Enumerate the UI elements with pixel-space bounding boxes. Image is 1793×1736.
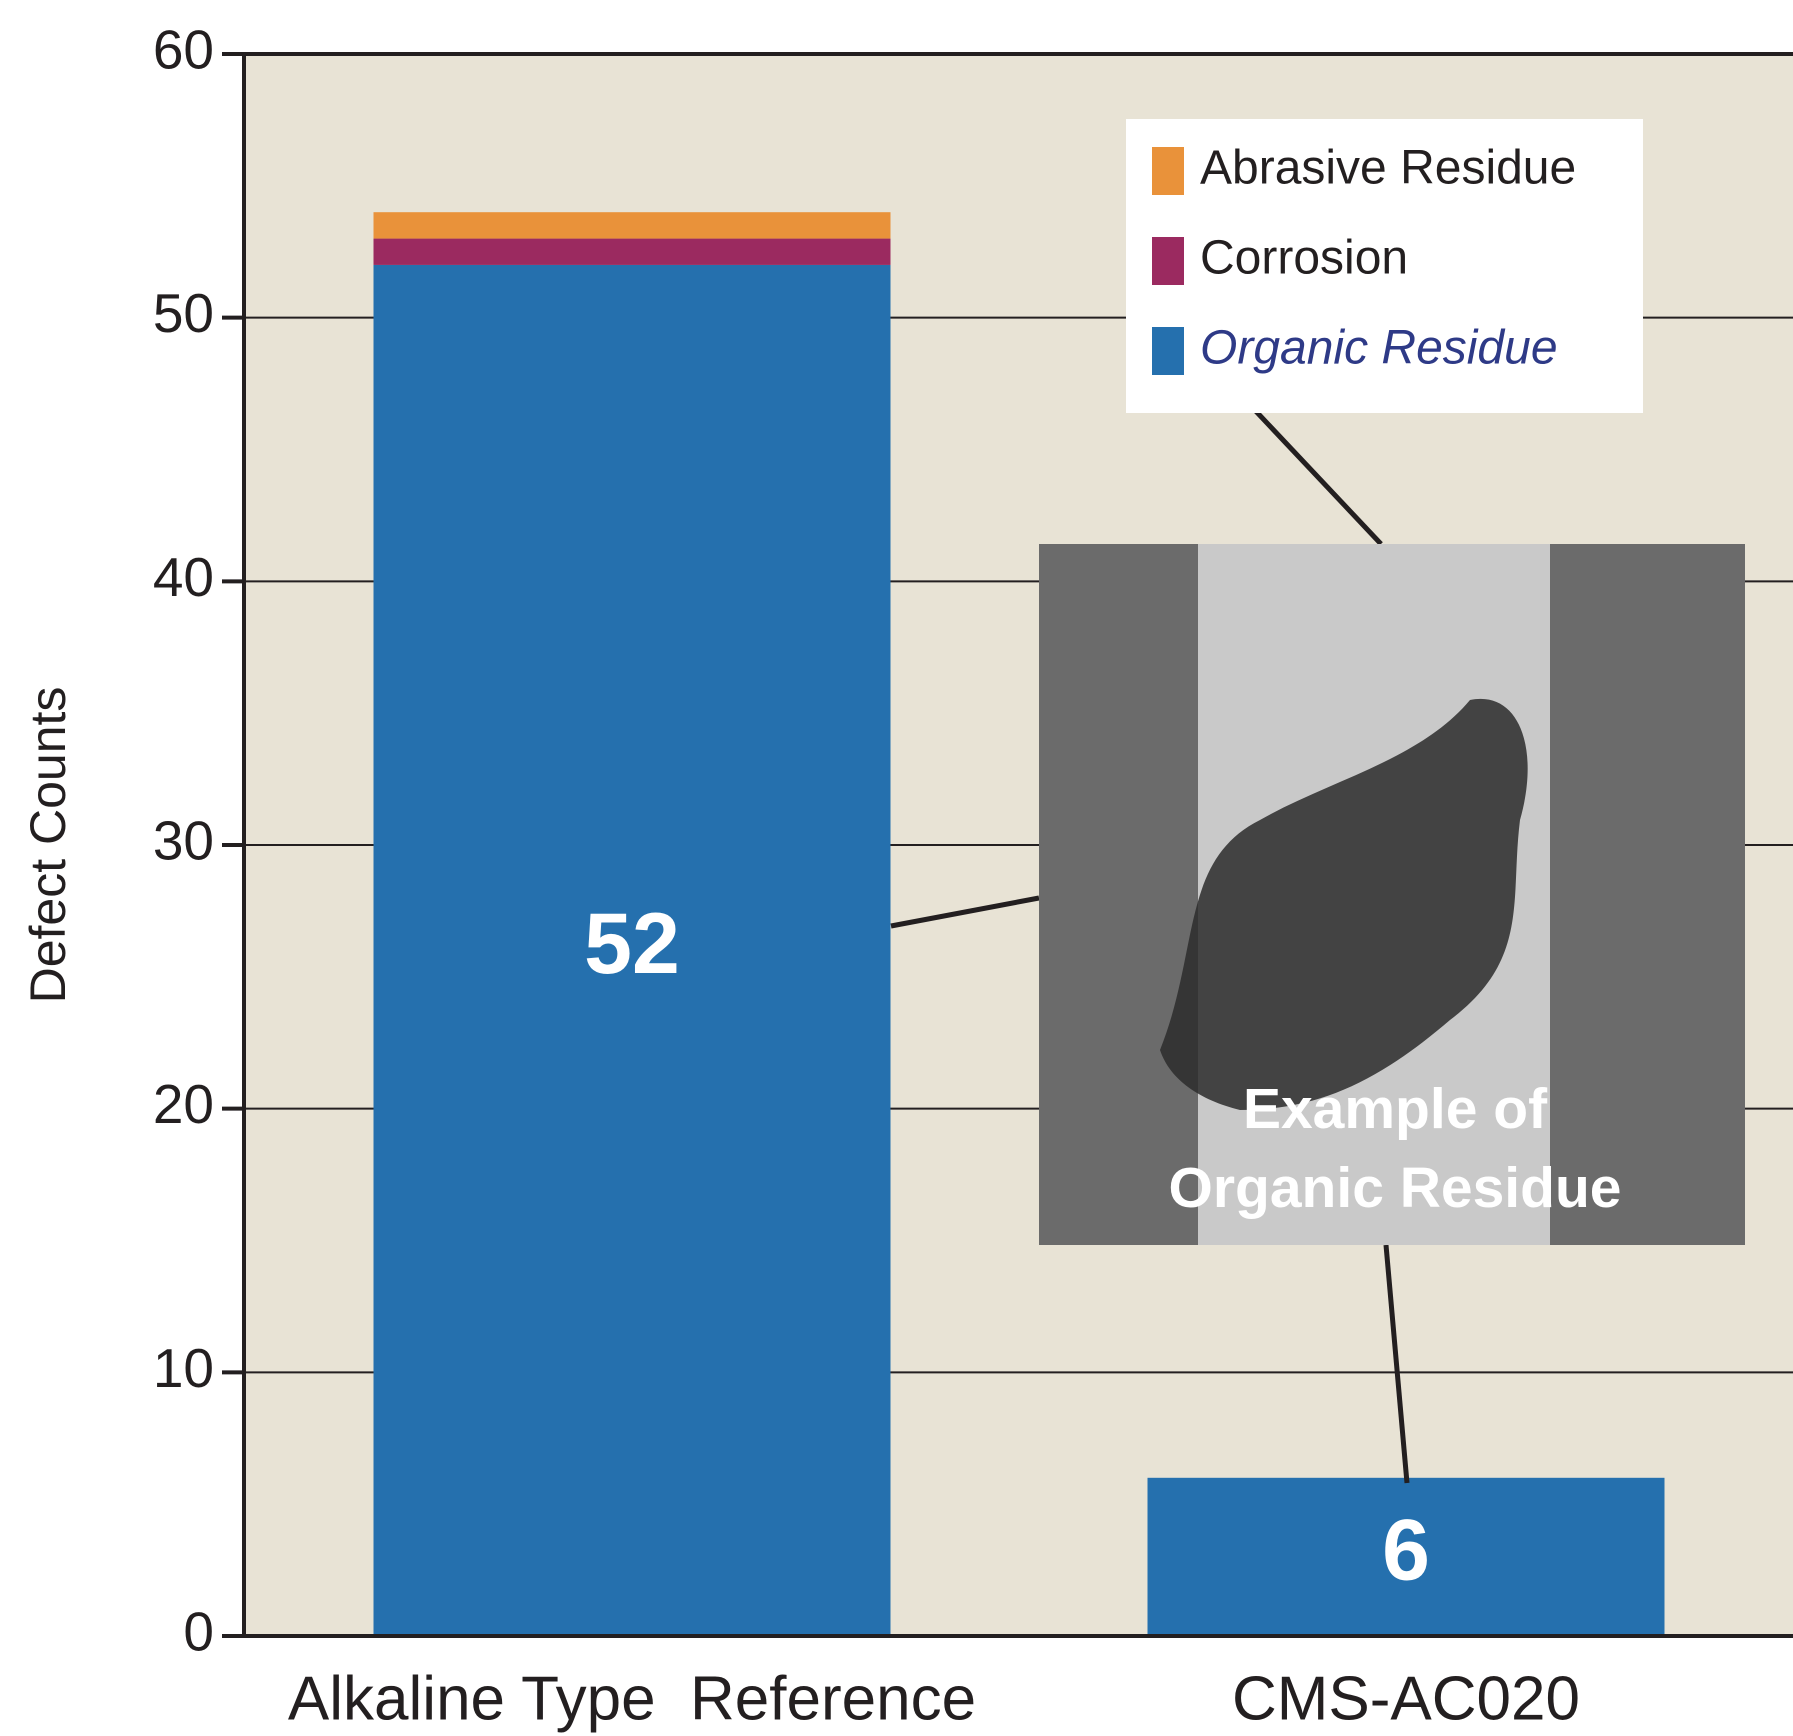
y-tick-label: 50 [153,282,214,344]
y-tick-label: 60 [153,19,214,81]
annotation: Example of [1243,1077,1548,1141]
legend-label: Corrosion [1200,232,1408,285]
y-tick-label: 40 [153,546,214,608]
inset-image: Example of Organic Residue [1039,544,1745,1245]
y-tick-label: 10 [153,1337,214,1399]
bar-segment [374,212,891,238]
chart: 52 6 Example of Organic Residue Organic R… [0,0,1793,1736]
legend-swatch [1152,147,1184,195]
legend-label: Organic Residue [1200,322,1558,375]
y-axis-label: Defect Counts [20,687,76,1004]
bar-segment [374,239,891,265]
annotation: Organic Residue [1169,1156,1622,1220]
legend-swatch [1152,327,1184,375]
y-tick-label: 20 [153,1073,214,1135]
legend-label: Abrasive Residue [1200,142,1576,195]
x-tick-label: CMS-AC020 [1232,1664,1580,1733]
value-label: 52 [584,896,680,992]
x-tick-label: Alkaline Type Reference [288,1664,976,1733]
y-tick-label: 30 [153,810,214,872]
legend: Organic Residue Corrosion Abrasive Residue [1126,119,1643,413]
value-label: 6 [1382,1503,1430,1599]
y-tick-label: 0 [183,1601,214,1663]
legend-swatch [1152,237,1184,285]
